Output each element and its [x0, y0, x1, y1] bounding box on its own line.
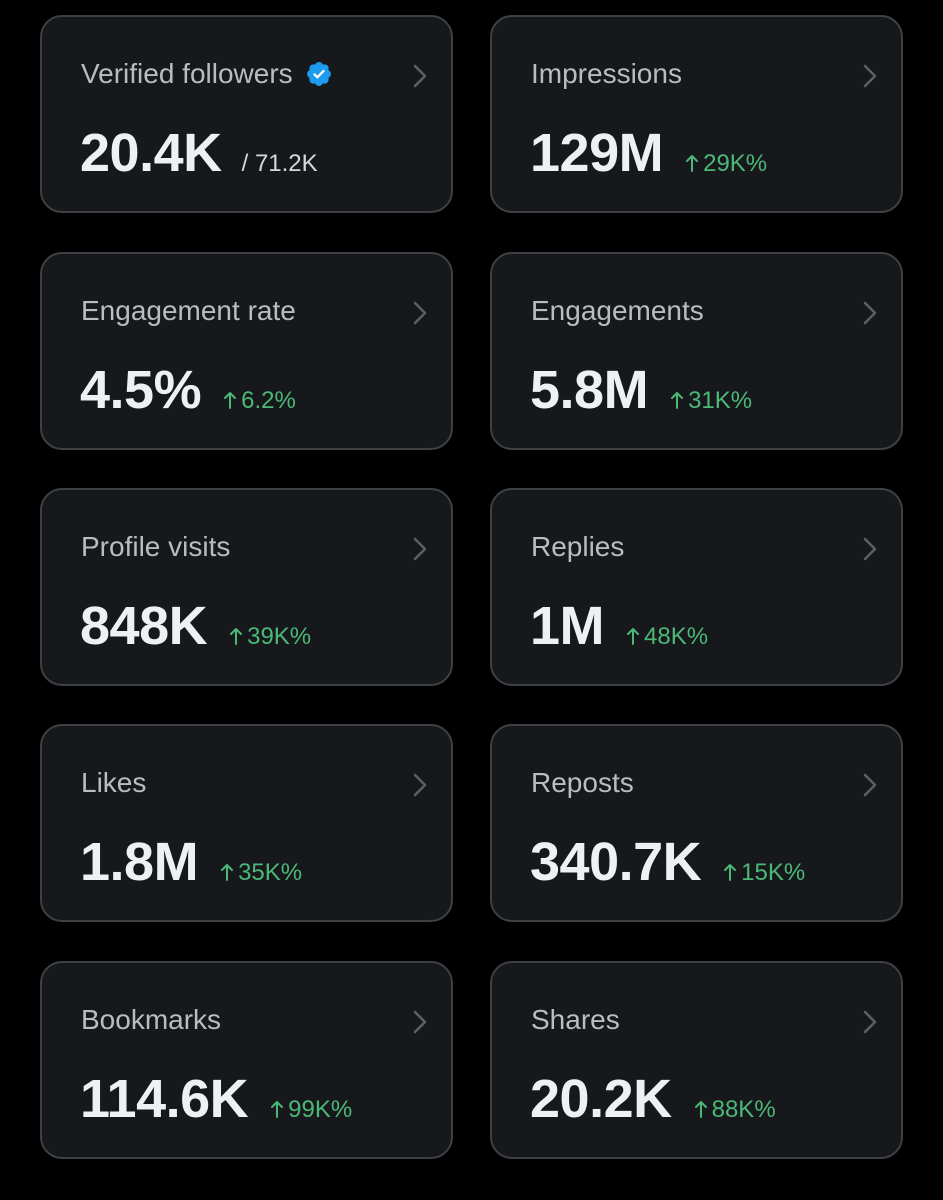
- arrow-up-icon: [224, 392, 237, 409]
- chevron-right-icon: [413, 773, 427, 797]
- metric-change: 31K%: [670, 387, 752, 415]
- metric-value: 114.6K: [80, 1069, 249, 1129]
- card-title: Bookmarks: [81, 1004, 222, 1035]
- metric-change: 15K%: [723, 859, 805, 887]
- card-title: Impressions: [531, 58, 682, 89]
- card-title: Likes: [81, 767, 147, 798]
- metric-change: 35K%: [220, 859, 302, 887]
- card-title: Engagements: [531, 295, 704, 326]
- metric-value: 1.8M: [80, 832, 199, 892]
- chevron-right-icon: [863, 64, 877, 88]
- card-title: Profile visits: [81, 531, 231, 562]
- metric-value: 340.7K: [530, 832, 702, 892]
- metric-card-reposts[interactable]: Reposts 340.7K 15K%: [490, 724, 903, 922]
- metric-value: 4.5%: [80, 360, 202, 420]
- arrow-up-icon: [671, 392, 684, 409]
- chevron-right-icon: [863, 537, 877, 561]
- metric-card-engagement-rate[interactable]: Engagement rate 4.5% 6.2%: [40, 252, 453, 450]
- arrow-up-icon: [627, 628, 640, 645]
- value-row: 114.6K 99K%: [80, 1069, 352, 1129]
- metric-card-replies[interactable]: Replies 1M 48K%: [490, 488, 903, 686]
- metric-change: 48K%: [626, 623, 708, 651]
- card-title: Verified followers: [81, 58, 293, 89]
- chevron-right-icon: [413, 537, 427, 561]
- card-title: Reposts: [531, 767, 634, 798]
- arrow-up-icon: [686, 155, 699, 172]
- metric-value: 20.2K: [530, 1069, 672, 1129]
- card-title: Shares: [531, 1004, 620, 1035]
- metric-change-value: 35K%: [238, 859, 303, 886]
- arrow-up-icon: [230, 628, 243, 645]
- chevron-right-icon: [413, 1010, 427, 1034]
- verified-badge-icon: [306, 62, 331, 86]
- metric-card-profile-visits[interactable]: Profile visits 848K 39K%: [40, 488, 453, 686]
- value-row: 4.5% 6.2%: [80, 360, 296, 420]
- arrow-up-icon: [724, 864, 737, 881]
- metric-card-shares[interactable]: Shares 20.2K 88K%: [490, 961, 903, 1159]
- arrow-up-icon: [221, 864, 234, 881]
- card-title: Replies: [531, 531, 625, 562]
- metric-change: 99K%: [270, 1096, 352, 1124]
- value-row: 848K 39K%: [80, 596, 311, 656]
- metric-card-bookmarks[interactable]: Bookmarks 114.6K 99K%: [40, 961, 453, 1159]
- chevron-right-icon: [863, 773, 877, 797]
- metric-change: 29K%: [685, 150, 767, 178]
- chevron-right-icon: [863, 1010, 877, 1034]
- metric-value: 20.4K: [80, 123, 222, 183]
- metric-change: 6.2%: [223, 387, 296, 415]
- metric-value: 5.8M: [530, 360, 649, 420]
- value-row: 1M 48K%: [530, 596, 708, 656]
- metric-change-value: 6.2%: [241, 387, 296, 414]
- value-row: 129M 29K%: [530, 123, 767, 183]
- metric-card-likes[interactable]: Likes 1.8M 35K%: [40, 724, 453, 922]
- chevron-right-icon: [863, 301, 877, 325]
- metric-change-value: 88K%: [711, 1096, 776, 1123]
- metric-card-verified-followers[interactable]: Verified followers 20.4K / 71.2K: [40, 15, 453, 213]
- card-title-wrapper: Verified followers: [81, 57, 333, 91]
- metric-card-engagements[interactable]: Engagements 5.8M 31K%: [490, 252, 903, 450]
- arrow-up-icon: [271, 1101, 284, 1118]
- value-row: 20.2K 88K%: [530, 1069, 776, 1129]
- card-title: Engagement rate: [81, 295, 296, 326]
- chevron-right-icon: [413, 301, 427, 325]
- value-row: 20.4K / 71.2K: [80, 123, 318, 183]
- value-row: 340.7K 15K%: [530, 832, 805, 892]
- metric-card-impressions[interactable]: Impressions 129M 29K%: [490, 15, 903, 213]
- metric-change: 88K%: [694, 1096, 776, 1124]
- value-row: 5.8M 31K%: [530, 360, 752, 420]
- arrow-up-icon: [694, 1101, 707, 1118]
- metric-value: 129M: [530, 123, 664, 183]
- metric-change-value: 15K%: [741, 859, 806, 886]
- metric-value: 848K: [80, 596, 208, 656]
- value-row: 1.8M 35K%: [80, 832, 302, 892]
- metric-change-value: 39K%: [247, 623, 312, 650]
- metric-change-value: 29K%: [703, 150, 768, 177]
- metric-change-value: 48K%: [644, 623, 709, 650]
- metric-value: 1M: [530, 596, 605, 656]
- metric-change-value: 31K%: [688, 387, 753, 414]
- metric-change: 39K%: [229, 623, 311, 651]
- metric-change-value: 99K%: [288, 1096, 353, 1123]
- metric-total: / 71.2K: [241, 150, 318, 177]
- chevron-right-icon: [413, 64, 427, 88]
